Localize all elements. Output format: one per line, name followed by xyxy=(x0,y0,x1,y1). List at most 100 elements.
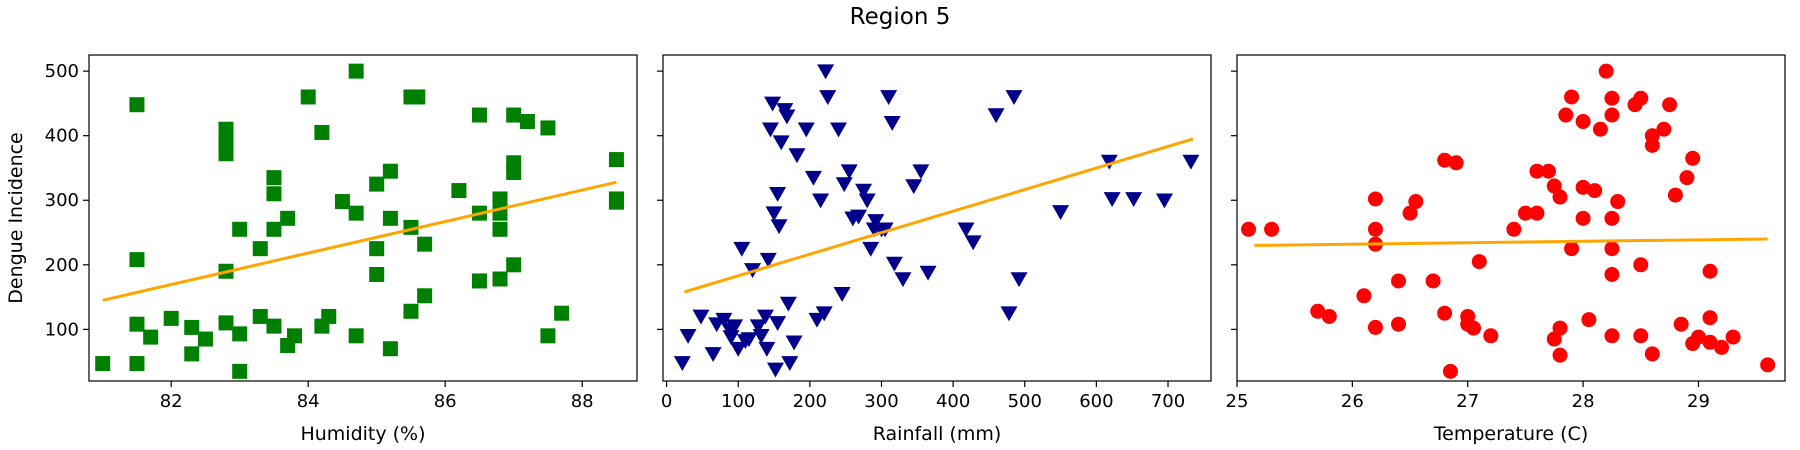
temperature-point xyxy=(1604,266,1620,282)
temperature-point xyxy=(1471,254,1487,270)
rainfall-point xyxy=(679,329,697,344)
temperature-point xyxy=(1506,221,1522,237)
temperature-point xyxy=(1690,329,1706,345)
temperature-point xyxy=(1264,221,1280,237)
humidity-point xyxy=(266,170,282,186)
temperature-point xyxy=(1367,191,1383,207)
rainfall-point xyxy=(883,115,901,131)
temperature-point xyxy=(1644,137,1660,153)
humidity-point xyxy=(608,152,624,168)
rainfall-point xyxy=(817,64,835,80)
humidity-point xyxy=(197,331,213,347)
humidity-point xyxy=(417,288,433,304)
rainfall-point xyxy=(833,287,851,302)
humidity-x-tick-label: 88 xyxy=(571,391,594,412)
rainfall-point xyxy=(769,186,787,202)
rainfall-point xyxy=(761,122,779,138)
temperature-point xyxy=(1391,273,1407,289)
humidity-y-tick-label: 400 xyxy=(45,126,79,147)
rainfall-point xyxy=(1000,306,1018,322)
temperature-point xyxy=(1552,320,1568,336)
humidity-point xyxy=(184,319,200,335)
rainfall-point xyxy=(905,179,923,195)
humidity-plot-frame xyxy=(88,54,638,382)
temperature-point xyxy=(1540,163,1556,179)
temperature-plot-frame xyxy=(1236,54,1786,382)
temperature-point xyxy=(1702,310,1718,326)
temperature-point xyxy=(1633,90,1649,106)
rainfall-point xyxy=(1005,90,1023,106)
rainfall-point xyxy=(778,109,796,125)
humidity-point xyxy=(554,305,570,321)
rainfall-point xyxy=(715,312,733,328)
temperature-point xyxy=(1673,316,1689,332)
rainfall-point xyxy=(957,222,975,238)
humidity-x-axis-title: Humidity (%) xyxy=(300,423,425,445)
temperature-x-tick-label: 28 xyxy=(1572,391,1595,412)
humidity-point xyxy=(451,183,467,199)
temperature-point xyxy=(1644,346,1660,362)
rainfall-x-tick-label: 600 xyxy=(1079,391,1113,412)
rainfall-point xyxy=(894,272,912,288)
temperature-point xyxy=(1402,205,1418,221)
humidity-point xyxy=(492,221,508,237)
temperature-point xyxy=(1598,63,1614,79)
humidity-point xyxy=(300,89,316,105)
temperature-point xyxy=(1564,241,1580,257)
humidity-point xyxy=(348,63,364,79)
temperature-point xyxy=(1391,316,1407,332)
rainfall-point xyxy=(880,90,898,106)
humidity-point xyxy=(608,194,624,210)
temperature-point xyxy=(1575,210,1591,226)
rainfall-point xyxy=(808,312,826,328)
rainfall-point xyxy=(756,309,774,325)
temperature-point xyxy=(1702,334,1718,350)
temperature-x-tick-label: 25 xyxy=(1226,391,1249,412)
rainfall-point xyxy=(964,235,982,251)
temperature-point xyxy=(1581,312,1597,328)
humidity-point xyxy=(369,266,385,282)
temperature-point xyxy=(1575,179,1591,195)
rainfall-point xyxy=(1125,192,1143,208)
humidity-point xyxy=(232,363,248,379)
humidity-y-tick-label: 200 xyxy=(45,255,79,276)
humidity-trend-line xyxy=(102,180,617,302)
rainfall-point xyxy=(759,252,777,268)
humidity-point xyxy=(163,310,179,326)
humidity-point xyxy=(417,236,433,252)
rainfall-point xyxy=(855,183,873,199)
rainfall-x-tick-label: 500 xyxy=(1008,391,1042,412)
temperature-point xyxy=(1367,319,1383,335)
humidity-point xyxy=(280,210,296,226)
temperature-point xyxy=(1552,347,1568,363)
temperature-point xyxy=(1604,107,1620,123)
temperature-point xyxy=(1437,152,1453,168)
humidity-point xyxy=(492,271,508,287)
temperature-point xyxy=(1685,150,1701,166)
temperature-point xyxy=(1483,328,1499,344)
rainfall-point xyxy=(788,148,806,164)
temperature-point xyxy=(1587,183,1603,199)
rainfall-point xyxy=(726,319,744,335)
humidity-point xyxy=(252,241,268,257)
rainfall-point xyxy=(781,356,799,371)
humidity-point xyxy=(266,186,282,202)
humidity-x-tick-label: 86 xyxy=(434,391,457,412)
rainfall-point xyxy=(987,108,1005,124)
rainfall-x-tick-label: 100 xyxy=(721,391,755,412)
humidity-point xyxy=(218,315,234,331)
temperature-point xyxy=(1367,221,1383,237)
humidity-point xyxy=(334,194,350,210)
rainfall-point xyxy=(862,241,880,257)
humidity-point xyxy=(471,273,487,289)
rainfall-point xyxy=(722,330,740,346)
humidity-point xyxy=(540,120,556,136)
rainfall-point xyxy=(770,219,788,235)
temperature-point xyxy=(1546,331,1562,347)
humidity-panel: 82 84 86 88 100 200 300 400 500 Humidity (%) xyxy=(45,54,638,445)
temperature-point xyxy=(1321,308,1337,324)
humidity-point xyxy=(519,113,535,129)
rainfall-point xyxy=(740,332,758,348)
rainfall-point xyxy=(769,316,787,331)
temperature-x-axis-title: Temperature (C) xyxy=(1433,423,1589,445)
